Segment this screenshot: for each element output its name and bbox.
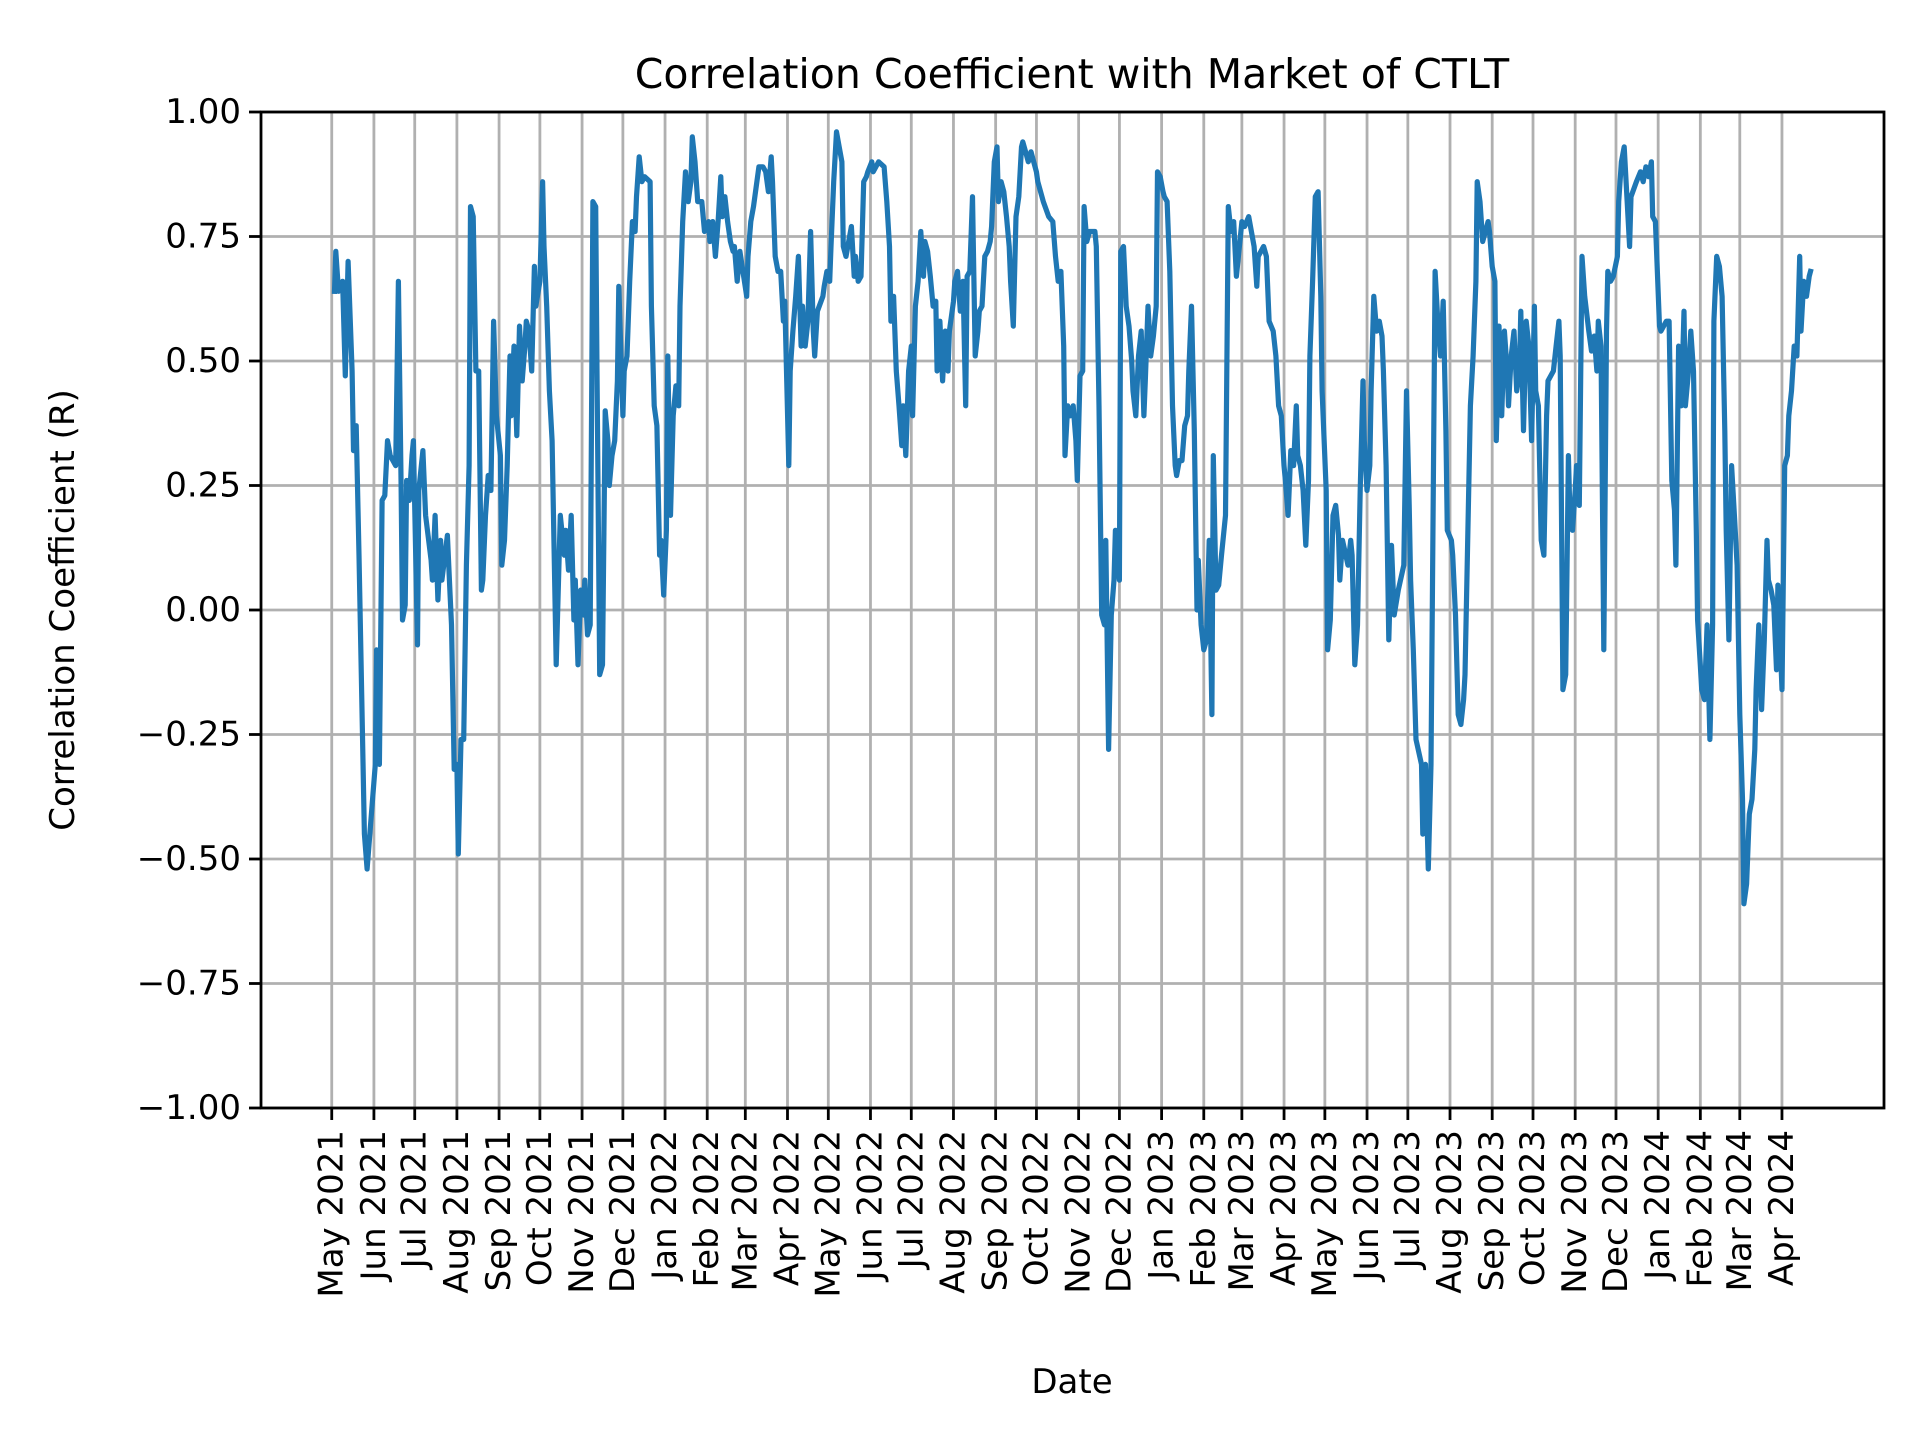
x-tick-label: Nov 2022 [1059,1130,1099,1294]
y-tick-label: 1.00 [165,92,241,132]
x-tick-label: May 2022 [808,1130,848,1298]
x-tick-label: Aug 2023 [1430,1130,1470,1294]
x-tick-label: Oct 2022 [1016,1130,1056,1286]
x-tick-label: Jun 2023 [1347,1130,1387,1282]
correlation-series-line [331,129,1814,907]
x-tick-label: Jun 2022 [850,1130,890,1282]
y-tick-label: 0.50 [165,341,241,381]
x-axis-label: Date [1031,1362,1112,1402]
y-axis-label: Correlation Coefficient (R) [43,389,83,831]
x-tick-label: Feb 2023 [1184,1130,1224,1288]
y-tick-label: −1.00 [137,1088,241,1128]
x-tick-label: May 2021 [312,1130,352,1298]
x-tick-label: Mar 2024 [1720,1130,1760,1291]
x-tick-label: Nov 2023 [1555,1130,1595,1294]
x-tick-label: Sep 2021 [479,1130,519,1291]
y-tick-label: −0.75 [137,964,241,1004]
x-tick-label: Apr 2024 [1762,1130,1802,1286]
y-tick-label: −0.25 [137,715,241,755]
y-tick-label: −0.50 [137,839,241,879]
x-tick-label: Dec 2023 [1596,1130,1636,1293]
x-tick-label: Jan 2024 [1638,1130,1678,1282]
x-tick-label: May 2023 [1305,1130,1345,1298]
y-axis: −1.00 −0.75 −0.50 −0.25 0.00 0.25 0.50 0.75 1.00 [137,92,261,1128]
x-tick-label: Apr 2022 [767,1130,807,1286]
y-tick-label: 0.75 [165,217,241,257]
x-tick-label: Jun 2021 [354,1130,394,1282]
x-tick-label: Mar 2023 [1222,1130,1262,1291]
x-tick-label: Mar 2022 [725,1130,765,1291]
chart-title: Correlation Coefficient with Market of C… [635,50,1510,98]
x-tick-label: Dec 2021 [603,1130,643,1293]
x-tick-label: Jul 2022 [891,1130,931,1270]
x-tick-label: Jan 2023 [1142,1130,1182,1282]
x-tick-label: Feb 2022 [687,1130,727,1288]
x-tick-label: Jul 2023 [1388,1130,1428,1270]
x-tick-label: Sep 2022 [976,1130,1016,1291]
x-tick-label: Nov 2021 [562,1130,602,1294]
x-tick-label: Feb 2024 [1680,1130,1720,1288]
x-tick-label: Dec 2022 [1099,1130,1139,1293]
x-axis: May 2021 Jun 2021 Jul 2021 Aug 2021 Sep 2021… [312,1108,1802,1298]
x-tick-label: Oct 2021 [520,1130,560,1286]
x-tick-label: Aug 2022 [933,1130,973,1294]
x-tick-label: Oct 2023 [1513,1130,1553,1286]
plot-area [331,129,1814,907]
x-tick-label: Jan 2022 [645,1130,685,1282]
y-tick-label: 0.00 [165,590,241,630]
x-tick-label: Apr 2023 [1264,1130,1304,1286]
x-tick-label: Aug 2021 [437,1130,477,1294]
x-tick-label: Sep 2023 [1472,1130,1512,1291]
y-tick-label: 0.25 [165,466,241,506]
x-tick-label: Jul 2021 [395,1130,435,1270]
